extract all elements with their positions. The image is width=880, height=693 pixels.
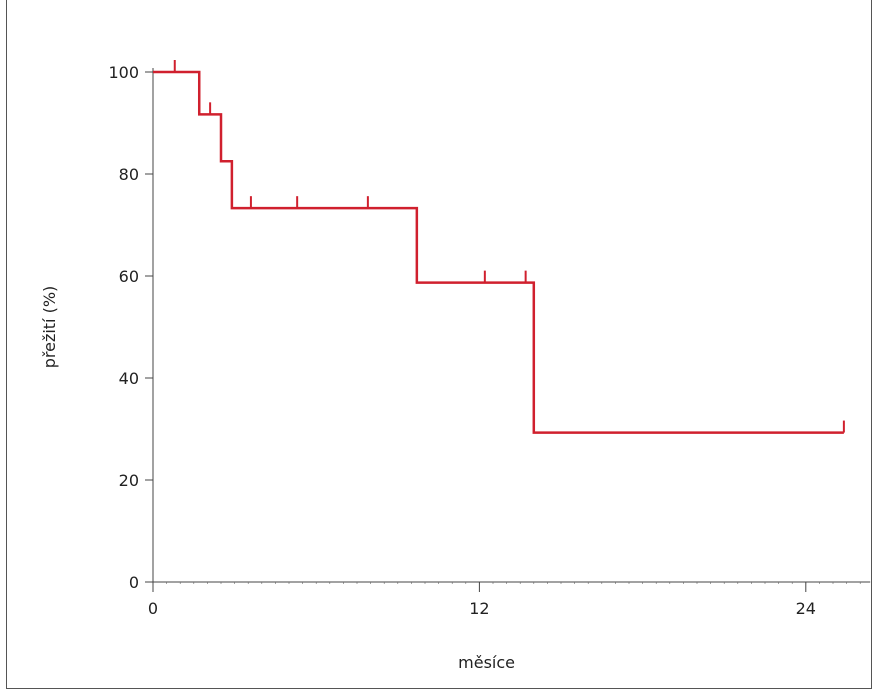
x-tick-label: 0 [148, 599, 158, 618]
y-tick-label: 80 [119, 165, 139, 184]
y-tick-label: 60 [119, 267, 139, 286]
y-axis-title: přežití (%) [40, 286, 59, 369]
y-tick-label: 0 [129, 573, 139, 592]
axes: 0 20 40 60 80 100 0 12 24 [108, 63, 871, 618]
y-tick-label: 100 [108, 63, 139, 82]
x-tick-label: 24 [796, 599, 816, 618]
survival-step-line [153, 70, 844, 434]
plot-area [153, 60, 845, 434]
y-tick-label: 40 [119, 369, 139, 388]
x-tick-label: 12 [469, 599, 489, 618]
y-tick-label: 20 [119, 471, 139, 490]
chart-frame [6, 0, 872, 689]
x-axis-title: měsíce [458, 653, 515, 672]
